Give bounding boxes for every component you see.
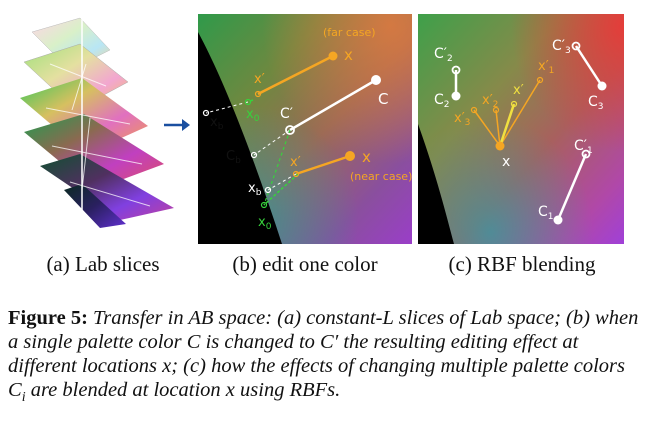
palette-edit-3-line <box>574 45 604 87</box>
lab-slice-4 <box>24 114 164 190</box>
c1-point <box>553 215 563 225</box>
panel-a-caption: (a) Lab slices <box>46 252 160 276</box>
x1-prime-label: x′1 <box>538 59 554 76</box>
far-case-x-prime-label: x′ <box>254 72 265 87</box>
rbf-blending-diagram: C′2 C2 C′3 C3 x′1 x′ x′2 x′3 x C′1 C1 <box>418 14 624 244</box>
offset-x2-prime-line <box>495 109 501 147</box>
gamut-boundary-dark-region <box>418 124 454 244</box>
far-case-x-point <box>328 51 338 61</box>
near-case-label: (near case) <box>350 170 412 183</box>
ab-plane-glow-cool <box>418 14 624 244</box>
far-case-xb-label: xb <box>210 115 224 132</box>
x-prime-point <box>510 100 518 108</box>
offset-x1-prime-line <box>499 79 541 147</box>
c2-prime-label: C′2 <box>434 46 453 64</box>
c-prime-point <box>285 125 295 135</box>
far-case-x0-label: x0 <box>246 107 260 124</box>
figure-caption: Figure 5: Transfer in AB space: (a) cons… <box>8 306 644 410</box>
near-case-green-guide <box>263 173 299 206</box>
c3-prime-point <box>571 41 581 51</box>
c2-point <box>451 91 461 101</box>
far-case-x0-point <box>244 98 252 106</box>
x1-prime-point <box>536 76 544 84</box>
c2-prime-point <box>451 65 461 75</box>
lab-slice-6 <box>64 184 126 228</box>
gamut-boundary-dark-region <box>198 32 282 244</box>
x3-prime-point <box>470 106 478 114</box>
c3-point <box>597 81 607 91</box>
figure-label: Figure 5: <box>8 307 88 329</box>
edit-one-color-diagram: (far case) x x′ x0 xb C C′ Cb x x′ (near… <box>198 14 412 244</box>
caption-text: Transfer in AB space: (a) constant-L sli… <box>8 307 639 406</box>
panel-b-caption: (b) edit one color <box>232 252 378 276</box>
panel-c-caption: (c) RBF blending <box>448 252 596 276</box>
near-case-xb-point <box>264 186 272 194</box>
far-case-x-label: x <box>344 46 353 64</box>
near-case-xb-dashed <box>267 173 297 191</box>
c1-prime-label: C′1 <box>574 138 593 156</box>
palette-edit-boundary-dashed <box>253 129 291 156</box>
near-case-x-point <box>345 151 355 161</box>
c1-label: C1 <box>538 204 554 222</box>
palette-edit-1-line <box>556 153 588 221</box>
near-case-x-prime-label: x′ <box>290 155 301 170</box>
slice-gridlines <box>45 63 151 207</box>
x2-prime-point <box>492 106 500 114</box>
x3-prime-label: x′3 <box>454 111 470 128</box>
x-label: x <box>502 154 510 170</box>
far-case-x-to-xb-dashed <box>205 101 249 114</box>
far-case-label: (far case) <box>323 26 376 39</box>
c2-label: C2 <box>434 92 450 110</box>
c-prime-label: C′ <box>280 106 293 122</box>
c-label: C <box>378 90 388 108</box>
near-case-x0-label: x0 <box>258 215 272 232</box>
x-point <box>495 141 505 151</box>
far-case-xb-point <box>202 109 210 117</box>
near-case-x-label: x <box>362 148 371 166</box>
cb-point <box>250 151 258 159</box>
near-case-x-prime-point <box>292 170 300 178</box>
near-case-x0-point <box>260 201 268 209</box>
c3-label: C3 <box>588 94 604 112</box>
x-prime-label: x′ <box>513 83 524 98</box>
arrow-to-b-head <box>182 119 190 131</box>
x2-prime-label: x′2 <box>482 93 498 110</box>
palette-edit-line <box>289 78 377 132</box>
offset-x-prime-line <box>498 103 516 147</box>
far-case-x-prime-point <box>254 90 262 98</box>
near-case-offset-line <box>295 154 351 176</box>
c1-prime-point <box>581 149 591 159</box>
c-point <box>371 75 381 85</box>
c3-prime-label: C′3 <box>552 38 571 56</box>
cb-label: Cb <box>226 149 241 166</box>
far-case-offset-line <box>257 54 334 96</box>
lab-slices-illustration <box>20 16 190 228</box>
near-case-xb-label: xb <box>248 181 262 198</box>
offset-x3-prime-line <box>473 109 501 147</box>
